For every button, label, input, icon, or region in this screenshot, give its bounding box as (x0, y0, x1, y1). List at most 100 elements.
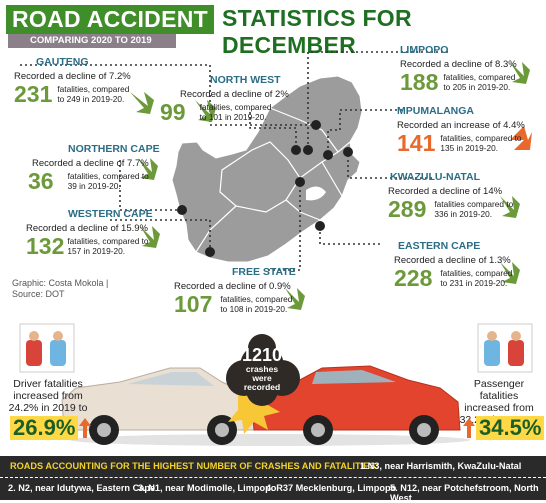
arrow-eastern-cape (500, 262, 520, 284)
province-gauteng: GAUTENG Recorded a decline of 7.2% 231 f… (14, 56, 131, 106)
roads-heading: ROADS ACCOUNTING FOR THE HIGHEST NUMBER … (10, 461, 379, 471)
province-desc: Recorded a decline of 0.9% (174, 281, 291, 292)
arrow-mpumalanga (510, 126, 532, 150)
province-value: 132 (26, 233, 65, 259)
province-mpumalanga: MPUMALANGA Recorded an increase of 4.4% … (397, 105, 525, 155)
title-rest: STATISTICS FOR DECEMBER (222, 5, 412, 58)
subtitle: COMPARING 2020 TO 2019 (8, 34, 176, 48)
arrow-kzn (500, 196, 520, 218)
province-name: MPUMALANGA (397, 105, 474, 117)
province-name: KWAZULU-NATAL (390, 171, 481, 183)
eastern-cape-dot (315, 221, 325, 231)
crashes-l1: crashes (245, 364, 279, 374)
province-free-state: FREE STATE Recorded a decline of 0.9% 10… (174, 266, 296, 316)
road-4: 4. R37 Mecklenburg, Limpopo (266, 483, 397, 493)
limpopo-dot (303, 145, 313, 155)
driver-pct-box: 26.9% (10, 416, 92, 440)
province-detail1: fatalities, compared (57, 84, 130, 94)
province-detail2: 135 in 2019-20. (440, 143, 499, 153)
northwest-dot (291, 145, 301, 155)
province-name: WESTERN CAPE (68, 208, 153, 220)
province-desc: Recorded an increase of 4.4% (397, 120, 525, 131)
passenger-seat-icon (477, 323, 533, 373)
province-name: FREE STATE (232, 266, 296, 278)
smoke-cloud (226, 334, 300, 406)
province-detail2: to 249 in 2019-20. (57, 94, 125, 104)
province-kwazulu-natal: KWAZULU-NATAL Recorded a decline of 14% … (388, 171, 514, 222)
road-1: 1.N3, near Harrismith, KwaZulu-Natal (360, 461, 522, 471)
arrow-free-state (285, 288, 305, 310)
driver-l2: increased from (13, 390, 83, 402)
crash-illustration (19, 323, 533, 446)
province-desc: Recorded a decline of 15.9% (26, 223, 148, 234)
gauteng-dot (311, 120, 321, 130)
driver-pct: 26.9% (10, 416, 79, 440)
passenger-l2: increased from (464, 402, 534, 414)
western-cape-dot (205, 247, 215, 257)
province-value: 188 (400, 69, 439, 95)
crashes-value: 1210 (241, 345, 283, 365)
province-name: EASTERN CAPE (398, 240, 481, 252)
province-detail2: to 101 in 2019-20. (199, 112, 267, 122)
free-state-dot (295, 177, 305, 187)
arrow-northwest (195, 100, 216, 122)
province-value: 231 (14, 81, 53, 107)
province-northern-cape: NORTHERN CAPE Recorded a decline of 7.7%… (28, 143, 160, 193)
province-detail1: fatalities, compared to (440, 133, 522, 143)
road-5: 5. N12, near Potchefstroom, North West (390, 483, 539, 503)
credit-source: Source: DOT (12, 289, 65, 299)
province-value: 107 (174, 291, 213, 317)
province-desc: Recorded a decline of 8.3% (400, 59, 517, 70)
driver-l1: Driver fatalities (13, 378, 83, 390)
province-desc: Recorded a decline of 7.7% (32, 158, 149, 169)
province-detail1: fatalities, compared (440, 268, 513, 278)
credit-graphic: Graphic: Costa Mokola | (12, 278, 109, 288)
mpumalanga-dot (323, 150, 333, 160)
province-detail1: fatalities, compared (220, 294, 293, 304)
up-arrow-icon (463, 418, 475, 438)
arrow-western-cape (140, 226, 160, 248)
province-detail1: fatalities, compared (199, 102, 272, 112)
province-value: 141 (397, 130, 436, 156)
province-detail1: fatalities, compared (443, 72, 516, 82)
driver-fatalities: Driver fatalities increased from 24.2% i… (8, 378, 88, 414)
crashes-count: 1210 crashes were recorded (234, 346, 290, 392)
driver-l3: 24.2% in 2019 to (8, 402, 88, 414)
province-desc: Recorded a decline of 14% (388, 186, 503, 197)
province-detail2: to 108 in 2019-20. (220, 304, 288, 314)
province-detail1: fatalities compared to (434, 199, 514, 209)
passenger-pct: 34.5% (476, 416, 545, 440)
province-detail2: to 231 in 2019-20. (440, 278, 508, 288)
crashes-l2: were (252, 373, 272, 383)
province-name: NORTH WEST (210, 74, 281, 86)
road-3: 3. N1, near Modimolle, Limpopo (138, 483, 277, 493)
province-desc: Recorded a decline of 1.3% (394, 255, 511, 266)
province-value: 36 (28, 168, 54, 194)
province-name: NORTHERN CAPE (68, 143, 160, 155)
arrow-limpopo (510, 62, 530, 84)
title-highlight: ROAD ACCIDENT (6, 5, 214, 34)
province-value: 228 (394, 265, 433, 291)
province-name: LIMPOPO (400, 44, 449, 56)
arrow-northern-cape (138, 158, 158, 180)
kzn-dot (343, 147, 353, 157)
province-detail1: fatalities, compared to (67, 171, 149, 181)
province-detail2: 336 in 2019-20. (434, 209, 493, 219)
province-desc: Recorded a decline of 7.2% (14, 71, 131, 82)
passenger-pct-box: 34.5% (462, 416, 545, 440)
province-detail2: to 205 in 2019-20. (443, 82, 511, 92)
province-value: 289 (388, 196, 427, 222)
province-eastern-cape: EASTERN CAPE Recorded a decline of 1.3% … (394, 240, 513, 290)
passenger-l1: Passenger fatalities (473, 378, 525, 402)
road-2: 2. N2, near Idutywa, Eastern Cape (8, 483, 156, 493)
province-desc: Recorded a decline of 2% (180, 89, 289, 100)
province-detail1: fatalities, compared to (67, 236, 149, 246)
province-north-west: NORTH WEST Recorded a decline of 2% 99 f… (160, 74, 289, 124)
arrow-gauteng (130, 92, 154, 114)
crashes-l3: recorded (243, 382, 281, 392)
northern-cape-dot (177, 205, 187, 215)
province-limpopo: LIMPOPO Recorded a decline of 8.3% 188 f… (400, 44, 517, 94)
province-detail2: 157 in 2019-20. (67, 246, 126, 256)
up-arrow-icon (79, 418, 92, 438)
